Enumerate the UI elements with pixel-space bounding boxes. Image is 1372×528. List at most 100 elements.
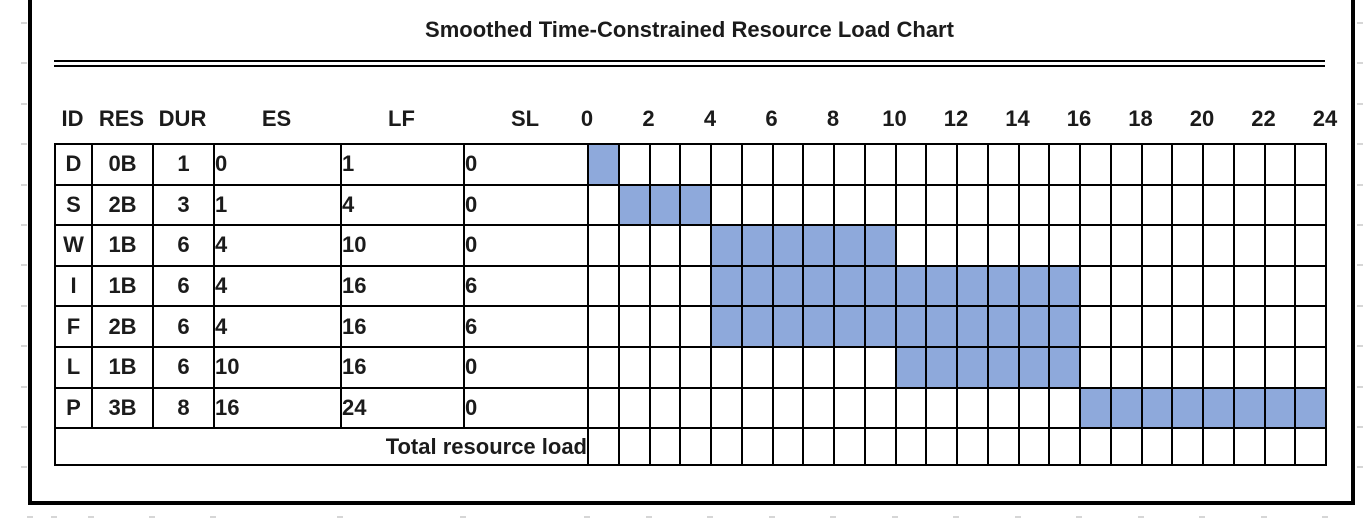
cell-dur: 6 [152, 264, 215, 308]
title-underline-double-rule [54, 60, 1325, 67]
timeline-cell [1109, 143, 1143, 186]
cell-id: W [54, 224, 93, 267]
timeline-cell [802, 183, 835, 227]
timeline-cell [710, 427, 743, 467]
cell-dur: 6 [152, 224, 215, 267]
bar-cell [1017, 345, 1051, 389]
timeline-cell [1171, 345, 1204, 389]
timeline-cell [1202, 183, 1235, 227]
activity-row-P: P 3B 8 16 24 0 [54, 386, 1327, 430]
cell-res: 3B [91, 386, 154, 430]
cell-sl: 0 [463, 345, 589, 389]
chart-outer-border [28, 0, 1355, 505]
timeline-cell [956, 143, 989, 186]
bar-cell [1048, 264, 1081, 308]
timeline-cell [1263, 305, 1297, 348]
timeline-cell [1109, 345, 1143, 389]
timeline-cell [986, 427, 1020, 467]
timeline-cell [986, 386, 1020, 430]
timeline-cell [1171, 183, 1204, 227]
timeline-cell [802, 427, 835, 467]
timeline-cell [617, 224, 651, 267]
bar-cell [986, 264, 1020, 308]
timeline-cell [925, 143, 958, 186]
timeline-cell [679, 427, 712, 467]
bar-cell [1048, 305, 1081, 348]
bar-cell [1079, 386, 1112, 430]
timeline-cell [587, 183, 620, 227]
cell-res: 1B [91, 345, 154, 389]
cell-res: 2B [91, 183, 154, 227]
timeline-cell [1294, 183, 1327, 227]
timeline-cell [1017, 224, 1051, 267]
bar-cell [1017, 305, 1051, 348]
timeline-cell [894, 183, 928, 227]
bar-cell [956, 264, 989, 308]
timeline-cell [1202, 427, 1235, 467]
timeline-cell [833, 427, 866, 467]
timeline-cell [1202, 264, 1235, 308]
col-header-res: RES [98, 106, 145, 131]
col-header-id: ID [61, 106, 84, 131]
cell-id: F [54, 305, 93, 348]
cell-lf: 16 [340, 264, 465, 308]
timeline-cell [1263, 224, 1297, 267]
timeline-cell [648, 224, 682, 267]
cell-dur: 6 [152, 345, 215, 389]
timeline-cell [771, 143, 805, 186]
timeline-cell [617, 143, 651, 186]
bar-cell [802, 224, 835, 267]
cell-res: 1B [91, 224, 154, 267]
timeline-cell [1202, 345, 1235, 389]
timeline-cell [986, 143, 1020, 186]
col-header-dur: DUR [158, 106, 207, 131]
bar-cell [802, 264, 835, 308]
cell-sl: 6 [463, 305, 589, 348]
bar-cell [894, 345, 928, 389]
timeline-cell [587, 305, 620, 348]
timeline-cell [956, 224, 989, 267]
cell-sl: 0 [463, 386, 589, 430]
timeline-cell [956, 427, 989, 467]
cell-id: D [54, 143, 93, 186]
timeline-cell [1079, 224, 1112, 267]
bar-cell [863, 224, 897, 267]
cell-res: 1B [91, 264, 154, 308]
timeline-cell [1294, 427, 1327, 467]
cell-id: L [54, 345, 93, 389]
bar-cell [802, 305, 835, 348]
timeline-cell [833, 345, 866, 389]
timeline-cell [679, 264, 712, 308]
timeline-cell [1202, 143, 1235, 186]
timeline-cell [1079, 305, 1112, 348]
time-tick-label: 16 [1066, 106, 1092, 131]
timeline-cell [956, 183, 989, 227]
timeline-cell [1171, 143, 1204, 186]
bar-cell [894, 305, 928, 348]
time-tick-label: 22 [1251, 106, 1276, 131]
time-tick-label: 8 [826, 106, 840, 131]
timeline-cell [1109, 224, 1143, 267]
activity-row-W: W 1B 6 4 10 0 [54, 224, 1327, 267]
time-tick-label: 10 [882, 106, 907, 131]
timeline-cell [863, 345, 897, 389]
bar-cell [1048, 345, 1081, 389]
timeline-cell [1048, 386, 1081, 430]
bar-cell [617, 183, 651, 227]
cell-id: P [54, 386, 93, 430]
activity-row-D: D 0B 1 0 1 0 [54, 143, 1327, 186]
timeline-cell [648, 345, 682, 389]
timeline-cell [1232, 427, 1266, 467]
timeline-cell [1017, 427, 1051, 467]
timeline-cell [956, 386, 989, 430]
timeline-cell [863, 183, 897, 227]
total-resource-load-row: Total resource load [54, 427, 1327, 467]
cell-sl: 0 [463, 183, 589, 227]
timeline-cell [925, 183, 958, 227]
timeline-cell [894, 224, 928, 267]
bar-cell [894, 264, 928, 308]
timeline-cell [1294, 305, 1327, 348]
bar-cell [710, 305, 743, 348]
cell-res: 2B [91, 305, 154, 348]
timeline-cell [1017, 183, 1051, 227]
